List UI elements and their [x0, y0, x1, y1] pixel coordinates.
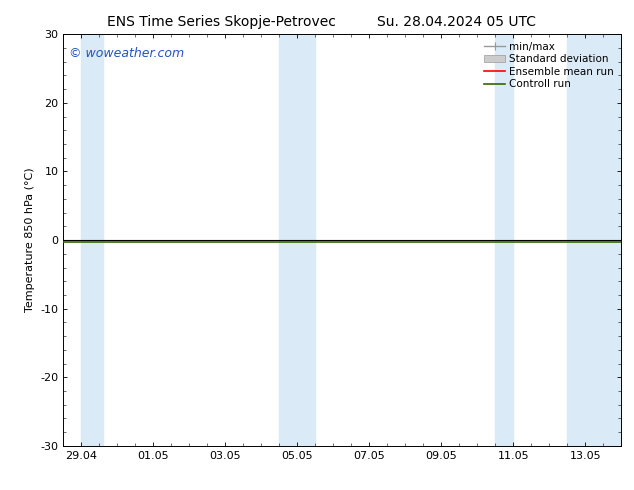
Bar: [81, 34, 103, 446]
Text: ENS Time Series Skopje-Petrovec: ENS Time Series Skopje-Petrovec: [107, 15, 337, 29]
Text: © woweather.com: © woweather.com: [69, 47, 184, 60]
Bar: [567, 34, 621, 446]
Y-axis label: Temperature 850 hPa (°C): Temperature 850 hPa (°C): [25, 168, 35, 313]
Bar: [495, 34, 514, 446]
Text: Su. 28.04.2024 05 UTC: Su. 28.04.2024 05 UTC: [377, 15, 536, 29]
Legend: min/max, Standard deviation, Ensemble mean run, Controll run: min/max, Standard deviation, Ensemble me…: [482, 40, 616, 92]
Bar: [280, 34, 315, 446]
